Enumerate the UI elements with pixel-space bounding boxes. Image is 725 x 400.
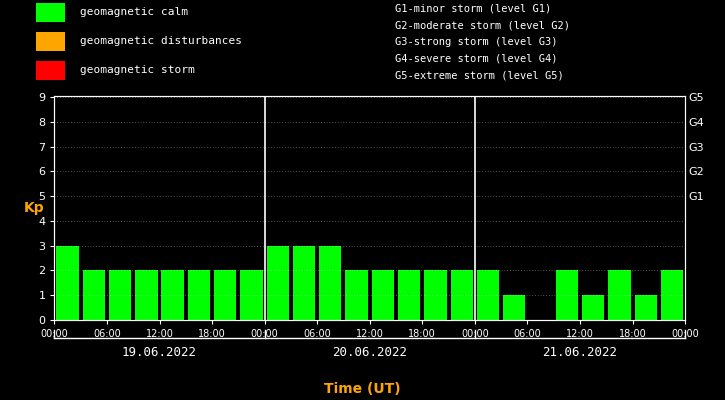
Bar: [660, 270, 683, 320]
Bar: [135, 270, 157, 320]
Text: geomagnetic storm: geomagnetic storm: [80, 65, 194, 75]
Bar: [36, 32, 65, 51]
Bar: [109, 270, 131, 320]
Text: geomagnetic calm: geomagnetic calm: [80, 7, 188, 17]
Bar: [477, 270, 500, 320]
Y-axis label: Kp: Kp: [24, 201, 44, 215]
Text: 21.06.2022: 21.06.2022: [542, 346, 618, 359]
Bar: [188, 270, 210, 320]
Bar: [450, 270, 473, 320]
Text: 20.06.2022: 20.06.2022: [332, 346, 407, 359]
Text: 19.06.2022: 19.06.2022: [122, 346, 197, 359]
Bar: [345, 270, 368, 320]
Bar: [36, 3, 65, 22]
Text: G3-strong storm (level G3): G3-strong storm (level G3): [395, 37, 558, 47]
Bar: [267, 246, 289, 320]
Bar: [503, 295, 526, 320]
Bar: [398, 270, 420, 320]
Bar: [293, 246, 315, 320]
Bar: [372, 270, 394, 320]
Bar: [83, 270, 105, 320]
Text: geomagnetic disturbances: geomagnetic disturbances: [80, 36, 241, 46]
Bar: [240, 270, 262, 320]
Bar: [608, 270, 631, 320]
Text: G5-extreme storm (level G5): G5-extreme storm (level G5): [395, 70, 564, 80]
Bar: [424, 270, 447, 320]
Text: G1-minor storm (level G1): G1-minor storm (level G1): [395, 4, 552, 14]
Bar: [214, 270, 236, 320]
Bar: [319, 246, 341, 320]
Bar: [162, 270, 184, 320]
Bar: [36, 61, 65, 80]
Bar: [582, 295, 605, 320]
Bar: [555, 270, 578, 320]
Text: G4-severe storm (level G4): G4-severe storm (level G4): [395, 54, 558, 64]
Text: Time (UT): Time (UT): [324, 382, 401, 396]
Bar: [634, 295, 657, 320]
Text: G2-moderate storm (level G2): G2-moderate storm (level G2): [395, 20, 570, 30]
Bar: [57, 246, 79, 320]
